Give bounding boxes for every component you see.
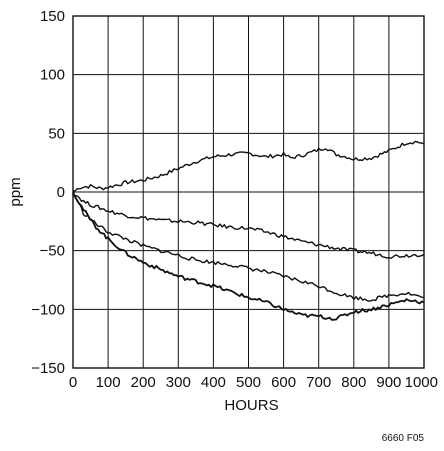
x-tick-label: 900 [376,374,401,391]
y-tick-label: −50 [40,243,65,260]
x-tick-label: 600 [271,374,296,391]
y-tick-label: 150 [40,8,65,25]
y-tick-labels: −150 −100 −50 0 50 100 150 [31,8,65,377]
series-group [72,140,425,321]
series-line-3 [72,191,425,302]
series-line-1 [72,140,425,193]
y-tick-label: 0 [57,184,65,201]
y-axis-label: ppm [7,177,24,206]
y-tick-label: 50 [48,125,65,142]
grid [72,15,425,369]
x-axis-label: HOURS [224,397,278,414]
y-tick-label: −100 [31,301,65,318]
y-tick-label: −150 [31,360,65,377]
x-tick-label: 700 [306,374,331,391]
x-tick-label: 1000 [405,374,438,391]
y-tick-label: 100 [40,67,65,84]
x-tick-label: 0 [69,374,77,391]
series-line-2 [72,191,425,259]
x-tick-labels: 0 100 200 300 400 500 600 700 800 900 1000 [69,374,438,391]
x-tick-label: 500 [236,374,261,391]
x-tick-label: 300 [166,374,191,391]
x-tick-label: 800 [341,374,366,391]
figure-id: 6660 F05 [382,433,425,444]
x-tick-label: 200 [131,374,156,391]
x-tick-label: 400 [201,374,226,391]
x-tick-label: 100 [96,374,121,391]
series-line-4 [72,191,425,321]
